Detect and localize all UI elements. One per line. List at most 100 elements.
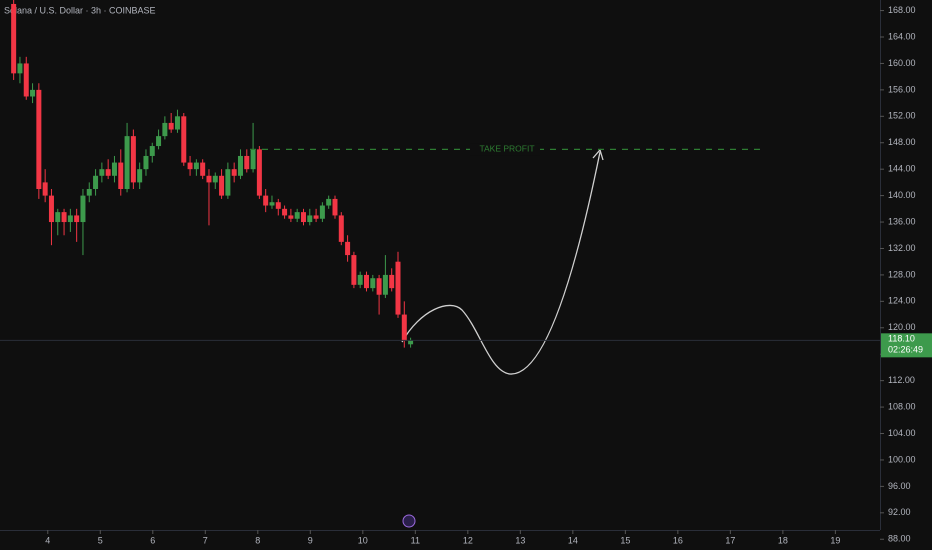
event-icon[interactable] [402,514,416,528]
x-tick-label: 7 [203,535,208,545]
candle-body [332,198,338,216]
y-tick-label: 128.00 [888,269,916,279]
candle-body [168,122,174,130]
y-tick-label: 168.00 [888,5,916,15]
candle-body [61,212,67,223]
projection-arrow [592,148,604,161]
candle-body [80,195,86,223]
candle-body [395,261,401,315]
candle-body [338,215,344,242]
x-tick-label: 12 [463,535,473,545]
x-tick-label: 13 [515,535,525,545]
y-tick-label: 144.00 [888,164,916,174]
y-tick-label: 136.00 [888,216,916,226]
candle-body [42,182,48,196]
y-tick-label: 120.00 [888,322,916,332]
x-tick-label: 19 [830,535,840,545]
candle-body [174,116,180,130]
candle-body [225,169,231,196]
candle-body [250,149,256,170]
candle-body [17,63,23,74]
y-tick-label: 112.00 [888,375,915,385]
candle-body [307,215,313,223]
candle-body [357,274,363,285]
candle-body [300,212,306,223]
candle-body [156,136,162,147]
y-tick-label: 108.00 [888,401,916,411]
candle-body [99,169,105,176]
countdown-label: 02:26:49 [888,345,923,355]
candle-body [36,89,42,190]
candle-body [149,146,155,156]
candle-body [389,274,395,289]
x-tick-label: 14 [568,535,578,545]
candle-body [370,278,376,289]
y-tick-label: 96.00 [888,481,911,491]
candle-body [67,215,73,223]
y-tick-label: 160.00 [888,58,916,68]
candle-body [376,278,382,295]
candle-body [187,162,193,170]
candle-body [231,169,237,176]
candle-body [48,195,54,223]
candle-body [11,3,17,74]
candle-body [86,189,92,196]
candle-body [137,169,143,183]
take-profit-label-bg [470,143,540,156]
candle-body [93,175,99,190]
last-price-box [881,333,932,358]
candle-body [162,122,168,137]
y-tick-label: 140.00 [888,190,916,200]
candle-body [124,136,130,190]
candle-body [206,175,212,183]
candle-body [143,155,149,170]
y-tick-label: 92.00 [888,507,911,517]
last-price-label: 118.10 [888,334,915,344]
y-tick-label: 100.00 [888,454,916,464]
x-tick-label: 15 [620,535,630,545]
y-tick-label: 156.00 [888,84,916,94]
candle-body [345,241,351,256]
candle-body [200,162,206,176]
candle-body [23,63,29,97]
candle-body [111,162,117,176]
candle-body [294,212,300,219]
candle-body [269,202,275,206]
candle-body [351,255,357,285]
x-tick-label: 9 [308,535,313,545]
candle-body [105,169,111,176]
candle-body [237,155,243,176]
y-tick-label: 124.00 [888,296,916,306]
candle-body [219,175,225,196]
candle-body [313,215,319,219]
x-tick-label: 10 [358,535,368,545]
y-tick-label: 148.00 [888,137,916,147]
candle-body [382,274,388,295]
candle-body [74,215,80,223]
projection-curve [401,151,601,375]
x-tick-label: 18 [778,535,788,545]
y-tick-label: 132.00 [888,243,916,253]
candle-body [363,274,369,289]
x-tick-label: 4 [45,535,50,545]
candle-body [256,149,262,196]
candle-body [288,215,294,219]
candle-body [130,136,136,183]
x-tick-label: 11 [411,535,420,545]
y-tick-label: 104.00 [888,428,916,438]
candle-body [326,198,332,206]
x-tick-label: 17 [725,535,735,545]
candle-body [30,89,36,97]
x-tick-label: 8 [255,535,260,545]
candle-body [408,340,414,345]
take-profit-label: TAKE PROFIT [479,144,534,154]
candle-body [212,175,218,183]
candle-body [319,205,325,219]
x-tick-label: 5 [98,535,103,545]
y-tick-label: 88.00 [888,534,911,544]
x-tick-label: 16 [673,535,683,545]
y-tick-label: 152.00 [888,111,916,121]
